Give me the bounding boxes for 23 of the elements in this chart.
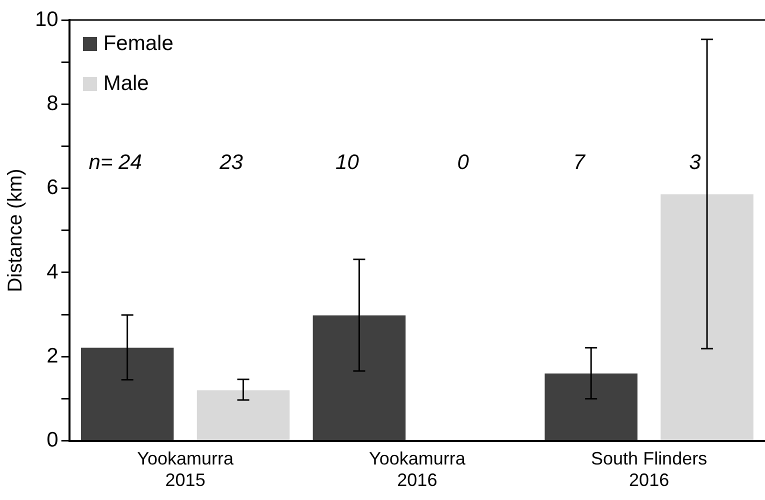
- annotation: 0: [457, 150, 470, 174]
- y-tick-label: 2: [46, 344, 58, 368]
- y-tick-label: 4: [46, 260, 59, 284]
- annotation: 23: [218, 150, 244, 174]
- y-tick-label: 6: [46, 176, 58, 200]
- legend-label: Male: [103, 72, 149, 96]
- y-tick-label: 10: [35, 8, 58, 31]
- bar: [196, 390, 290, 440]
- y-tick-label: 0: [46, 428, 58, 452]
- y-axis-title: Distance (km): [4, 168, 27, 292]
- bar: [312, 315, 406, 440]
- annotation: 7: [573, 150, 586, 174]
- annotation: n= 24: [88, 150, 142, 174]
- annotation: 3: [689, 150, 702, 174]
- bar: [544, 373, 638, 440]
- bar: [660, 194, 754, 440]
- legend-label: Female: [103, 32, 174, 56]
- annotation: 10: [336, 150, 360, 174]
- y-tick-label: 8: [46, 92, 58, 115]
- x-tick-label: South Flinders 2016: [591, 448, 708, 490]
- x-tick-label: Yookamurra 2016: [368, 448, 466, 490]
- bar: [80, 348, 174, 440]
- x-tick-label: Yookamurra 2015: [137, 448, 234, 490]
